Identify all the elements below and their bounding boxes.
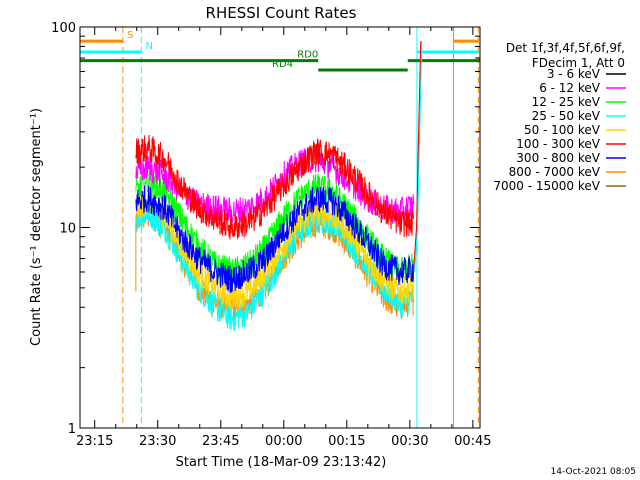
plot-area: S N RD0 RD4 (79, 27, 480, 428)
series-line-6-12-kev (135, 146, 415, 225)
legend-label-3-6-kev: 3 - 6 keV (547, 67, 601, 81)
x-tick-label-3: 00:00 (265, 434, 302, 449)
legend-label-6-12-kev: 6 - 12 keV (539, 81, 601, 95)
chart-title: RHESSI Count Rates (206, 4, 357, 22)
y-tick-label-0: 1 (68, 422, 76, 437)
series-line-100-300-kev (135, 134, 415, 240)
legend-label-800-7000-kev: 800 - 7000 keV (509, 165, 601, 179)
x-tick-label-4: 00:15 (328, 434, 365, 449)
y-tick-label-2: 100 (51, 21, 76, 36)
legend: Det 1f,3f,4f,5f,6f,9f,FDecim 1, Att 03 -… (493, 41, 626, 193)
legend-header-0: Det 1f,3f,4f,5f,6f,9f, (506, 41, 625, 55)
legend-label-7000-15000-kev: 7000 - 15000 keV (493, 179, 600, 193)
flag-s-label: S (127, 30, 133, 41)
x-tick-label-6: 00:45 (454, 434, 491, 449)
flag-n-label: N (146, 41, 153, 52)
flag-rd0-label: RD0 (297, 50, 318, 61)
x-tick-label-5: 00:30 (391, 434, 428, 449)
x-tick-label-1: 23:30 (139, 434, 176, 449)
x-tick-label-2: 23:45 (202, 434, 239, 449)
x-axis-label: Start Time (18-Mar-09 23:13:42) (176, 455, 387, 470)
series-end-spike-cyan (414, 41, 423, 273)
y-axis: 1 10 100 (51, 21, 480, 437)
legend-label-100-300-kev: 100 - 300 keV (516, 137, 600, 151)
footer-date: 14-Oct-2021 08:05 (551, 467, 636, 477)
series-line-300-800-kev (135, 185, 415, 293)
x-axis: 23:15 23:30 23:45 00:00 00:15 00:30 00:45 (76, 27, 492, 449)
series-line-50-100-kev (135, 189, 415, 310)
legend-header-1: FDecim 1, Att 0 (532, 56, 625, 70)
x-tick-label-0: 23:15 (76, 434, 113, 449)
flag-rd4-label: RD4 (272, 59, 293, 70)
y-tick-label-1: 10 (59, 222, 76, 237)
series-end-spike-red (413, 41, 422, 273)
legend-label-50-100-kev: 50 - 100 keV (524, 123, 601, 137)
legend-label-300-800-kev: 300 - 800 keV (516, 151, 600, 165)
legend-label-25-50-kev: 25 - 50 keV (532, 109, 601, 123)
legend-label-12-25-kev: 12 - 25 keV (532, 95, 601, 109)
y-axis-label: Count Rate (s⁻¹ detector segment⁻¹) (29, 108, 44, 346)
